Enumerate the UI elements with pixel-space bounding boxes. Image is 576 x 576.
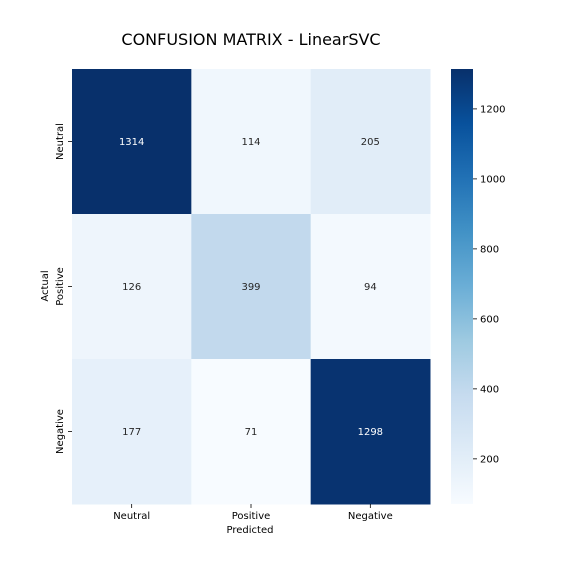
- chart-title: CONFUSION MATRIX - LinearSVC: [121, 30, 381, 49]
- x-tick-label: Positive: [232, 511, 271, 522]
- colorbar-tick-label: 800: [480, 244, 499, 255]
- cell-value-label: 1314: [119, 137, 144, 148]
- cell-value-label: 94: [364, 282, 377, 293]
- heatmap-cell: [191, 359, 312, 505]
- x-tick-label: Negative: [348, 511, 393, 522]
- colorbar-ticks: 200 400 600 800 1000 1200: [473, 104, 505, 465]
- x-axis-ticks: Neutral Positive Negative: [113, 504, 393, 522]
- colorbar-tick-label: 1200: [480, 104, 505, 115]
- heatmap-cell-labels: 1314 114 205 126 399 94 177 71 1298: [119, 137, 383, 438]
- colorbar-tick-label: 600: [480, 314, 499, 325]
- heatmap-cell: [310, 214, 431, 360]
- y-axis-ticks: Neutral Positive Negative: [55, 123, 72, 454]
- cell-value-label: 114: [241, 137, 260, 148]
- colorbar-tick-label: 200: [480, 454, 499, 465]
- heatmap-cell: [310, 69, 431, 215]
- colorbar: [451, 69, 473, 504]
- heatmap-cell: [310, 359, 431, 505]
- x-axis-label: Predicted: [227, 525, 274, 536]
- x-tick-label: Neutral: [113, 511, 150, 522]
- cell-value-label: 1298: [358, 427, 383, 438]
- heatmap-cell: [191, 69, 312, 215]
- heatmap-cell: [191, 214, 312, 360]
- cell-value-label: 177: [122, 427, 141, 438]
- y-tick-label: Neutral: [55, 123, 66, 160]
- y-tick-label: Negative: [55, 409, 66, 454]
- heatmap-cell: [72, 214, 192, 360]
- colorbar-tick-label: 1000: [480, 174, 505, 185]
- heatmap-cells: [72, 69, 431, 505]
- heatmap-cell: [72, 359, 192, 505]
- y-axis-label: Actual: [40, 270, 51, 301]
- colorbar-tick-label: 400: [480, 384, 499, 395]
- cell-value-label: 399: [241, 282, 260, 293]
- cell-value-label: 205: [361, 137, 380, 148]
- cell-value-label: 126: [122, 282, 141, 293]
- cell-value-label: 71: [245, 427, 258, 438]
- heatmap-cell: [72, 69, 192, 215]
- y-tick-label: Positive: [55, 267, 66, 306]
